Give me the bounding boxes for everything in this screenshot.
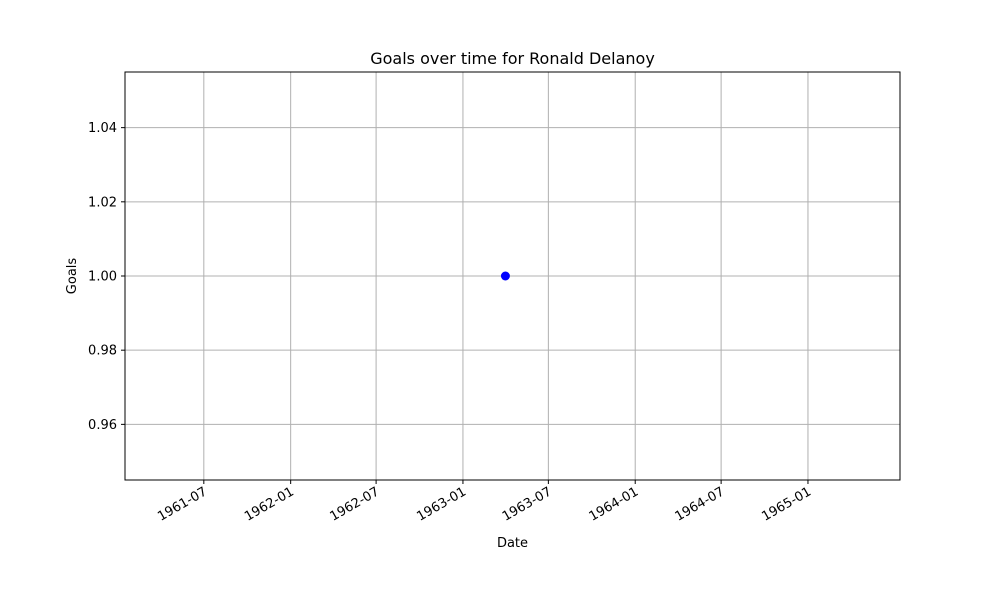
x-axis-ticks: 1961-07 1962-01 1962-07 1963-01 1963-07 1964-… [155,480,814,525]
x-tick-label: 1964-07 [673,484,728,524]
chart-title: Goals over time for Ronald Delanoy [370,49,655,68]
x-axis-title: Date [497,536,528,551]
x-tick-label: 1961-07 [155,484,210,524]
x-tick-label: 1963-07 [500,484,555,524]
data-point [500,271,510,281]
x-tick-label: 1962-07 [328,484,383,524]
y-tick-label: 0.96 [88,418,117,433]
y-axis-title: Goals [65,258,80,295]
x-tick-label: 1964-01 [587,484,642,524]
y-tick-label: 1.04 [88,121,117,136]
x-tick-label: 1963-01 [414,484,469,524]
grid [125,72,900,480]
x-tick-label: 1962-01 [242,484,297,524]
x-tick-label: 1965-01 [759,484,814,524]
y-tick-label: 0.98 [88,344,117,359]
y-tick-label: 1.00 [88,270,117,285]
y-tick-label: 1.02 [88,195,117,210]
data-points [500,271,510,281]
y-axis-ticks: 0.96 0.98 1.00 1.02 1.04 [88,121,125,433]
